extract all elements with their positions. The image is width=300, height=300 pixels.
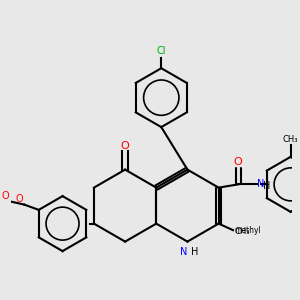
Text: O: O	[1, 191, 9, 201]
Text: CH₃: CH₃	[283, 135, 298, 144]
Text: O: O	[234, 157, 243, 167]
Text: N: N	[257, 179, 265, 189]
Text: H: H	[263, 181, 271, 191]
Text: O: O	[15, 194, 23, 204]
Text: N: N	[180, 247, 188, 257]
Text: methyl: methyl	[234, 226, 261, 235]
Text: O: O	[121, 141, 130, 151]
Text: Cl: Cl	[157, 46, 166, 56]
Text: H: H	[191, 247, 198, 257]
Text: CH₃: CH₃	[235, 227, 250, 236]
